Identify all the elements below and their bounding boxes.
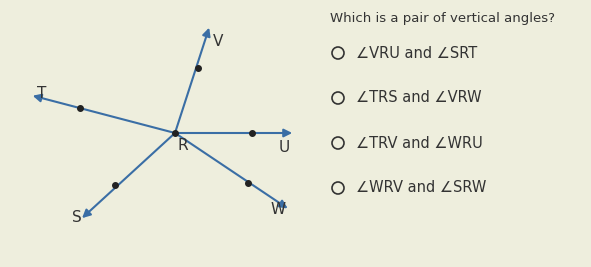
Text: ∠VRU and ∠SRT: ∠VRU and ∠SRT <box>356 45 478 61</box>
Text: T: T <box>37 85 47 100</box>
Text: Which is a pair of vertical angles?: Which is a pair of vertical angles? <box>330 12 555 25</box>
Text: U: U <box>278 140 290 155</box>
Text: S: S <box>72 210 82 226</box>
Text: ∠TRS and ∠VRW: ∠TRS and ∠VRW <box>356 91 482 105</box>
Text: W: W <box>271 202 285 218</box>
Text: ∠TRV and ∠WRU: ∠TRV and ∠WRU <box>356 135 483 151</box>
Text: R: R <box>178 138 189 152</box>
Text: V: V <box>213 34 223 49</box>
Text: ∠WRV and ∠SRW: ∠WRV and ∠SRW <box>356 180 486 195</box>
